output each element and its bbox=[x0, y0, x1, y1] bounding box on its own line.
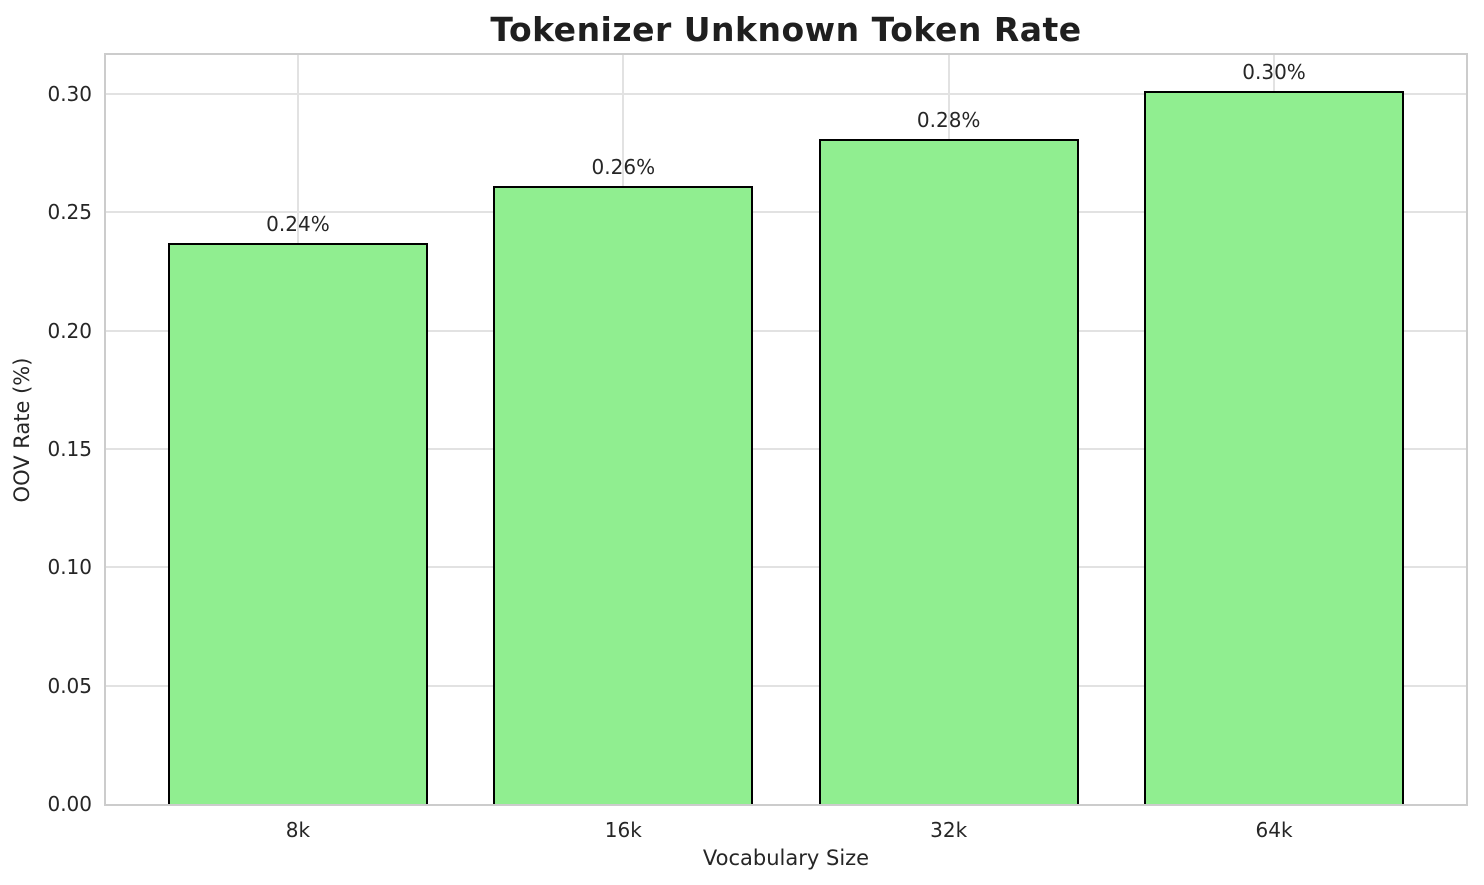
y-gridline-0.05 bbox=[106, 684, 1466, 687]
bar-value-label-16k: 0.26% bbox=[591, 155, 656, 179]
x-tick-label-16k: 16k bbox=[604, 818, 642, 842]
y-tick-label-0.15: 0.15 bbox=[47, 436, 92, 461]
plot-area: 0.24% 0.26% 0.28% 0.30% bbox=[104, 53, 1468, 806]
y-gridline-0.25 bbox=[106, 211, 1466, 214]
bar-16k bbox=[493, 186, 753, 804]
y-tick-label-0.25: 0.25 bbox=[47, 200, 92, 225]
x-tick-label-64k: 64k bbox=[1255, 818, 1293, 842]
y-gridline-0.20 bbox=[106, 329, 1466, 332]
x-tick-label-32k: 32k bbox=[930, 818, 968, 842]
chart-title: Tokenizer Unknown Token Rate bbox=[490, 10, 1082, 49]
y-tick-label-0.00: 0.00 bbox=[47, 792, 92, 816]
y-gridline-0.10 bbox=[106, 566, 1466, 569]
y-gridline-0.15 bbox=[106, 447, 1466, 450]
bar-value-label-64k: 0.30% bbox=[1242, 60, 1306, 84]
y-gridline-0.30 bbox=[106, 92, 1466, 95]
y-tick-label-0.20: 0.20 bbox=[47, 318, 92, 343]
x-tick-label-8k: 8k bbox=[285, 818, 311, 842]
y-tick-label-0.30: 0.30 bbox=[47, 81, 92, 106]
bar-value-label-8k: 0.24% bbox=[266, 212, 330, 236]
y-axis-label: OOV Rate (%) bbox=[10, 357, 34, 503]
y-tick-label-0.05: 0.05 bbox=[47, 673, 92, 698]
bar-32k bbox=[819, 139, 1079, 804]
bar-64k bbox=[1144, 91, 1404, 804]
bar-value-label-32k: 0.28% bbox=[916, 108, 981, 132]
y-tick-label-0.10: 0.10 bbox=[47, 555, 92, 580]
bar-8k bbox=[168, 243, 428, 804]
x-axis-label: Vocabulary Size bbox=[702, 846, 870, 870]
